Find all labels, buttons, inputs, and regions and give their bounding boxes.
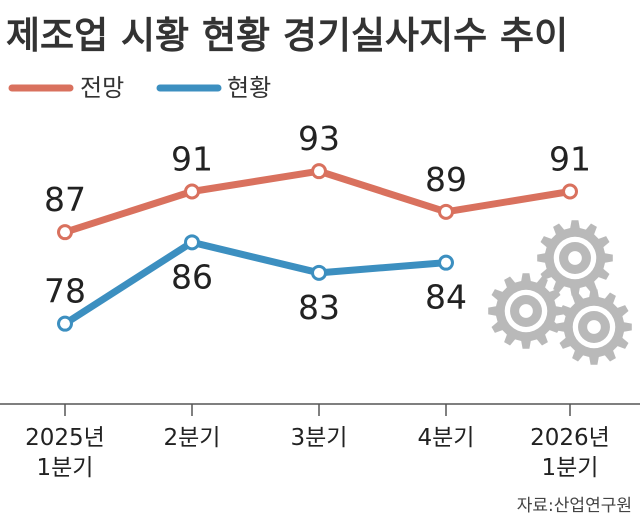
legend: 전망 현황 <box>8 74 271 102</box>
data-label-1-1: 86 <box>171 257 213 296</box>
data-label-0-3: 89 <box>425 160 467 199</box>
point-1-3 <box>438 254 454 271</box>
chart-title: 제조업 시황 현황 경기실사지수 추이 <box>6 14 568 57</box>
gear-icon-2 <box>556 289 632 365</box>
gear-icon-0 <box>537 220 613 296</box>
series-line-1 <box>61 238 450 328</box>
point-0-4 <box>562 183 578 200</box>
series-layer: 87 91 93 89 91 78 86 83 84 <box>44 119 591 332</box>
x-axis: 2025년 1분기 2분기 3분기 4분기 2026년 1분기 <box>0 403 640 481</box>
data-label-1-3: 84 <box>425 278 467 317</box>
series-0: 87 91 93 89 91 <box>44 119 591 241</box>
legend-label-current: 현황 <box>227 74 271 102</box>
series-line-0 <box>61 167 574 236</box>
point-1-0 <box>57 315 73 332</box>
x-tick-label-1-0: 2분기 <box>164 425 221 451</box>
data-label-0-2: 93 <box>298 119 340 158</box>
x-tick-label-0-1: 1분기 <box>37 455 94 481</box>
data-label-1-0: 78 <box>44 272 86 311</box>
data-label-1-2: 83 <box>298 288 340 327</box>
legend-item-forecast: 전망 <box>8 74 124 102</box>
x-tick-label-0-0: 2025년 <box>25 425 105 451</box>
x-tick-label-2-0: 3분기 <box>291 425 348 451</box>
legend-item-current: 현황 <box>156 74 271 102</box>
point-1-1 <box>184 234 200 251</box>
x-tick-label-3-0: 4분기 <box>418 425 475 451</box>
gears-icon <box>488 220 632 365</box>
legend-label-forecast: 전망 <box>80 74 124 102</box>
x-tick-label-4-0: 2026년 <box>530 425 610 451</box>
x-tick-label-4-1: 1분기 <box>542 455 599 481</box>
point-1-2 <box>311 264 327 281</box>
point-0-0 <box>57 224 73 241</box>
source-note: 자료:산업연구원 <box>517 496 632 516</box>
gear-icon-1 <box>488 273 564 349</box>
point-0-2 <box>311 163 327 180</box>
point-0-1 <box>184 183 200 200</box>
series-1: 78 86 83 84 <box>44 234 467 332</box>
data-label-0-0: 87 <box>44 180 86 219</box>
point-0-3 <box>438 203 454 220</box>
data-label-0-1: 91 <box>171 140 213 179</box>
data-label-0-4: 91 <box>549 140 591 179</box>
